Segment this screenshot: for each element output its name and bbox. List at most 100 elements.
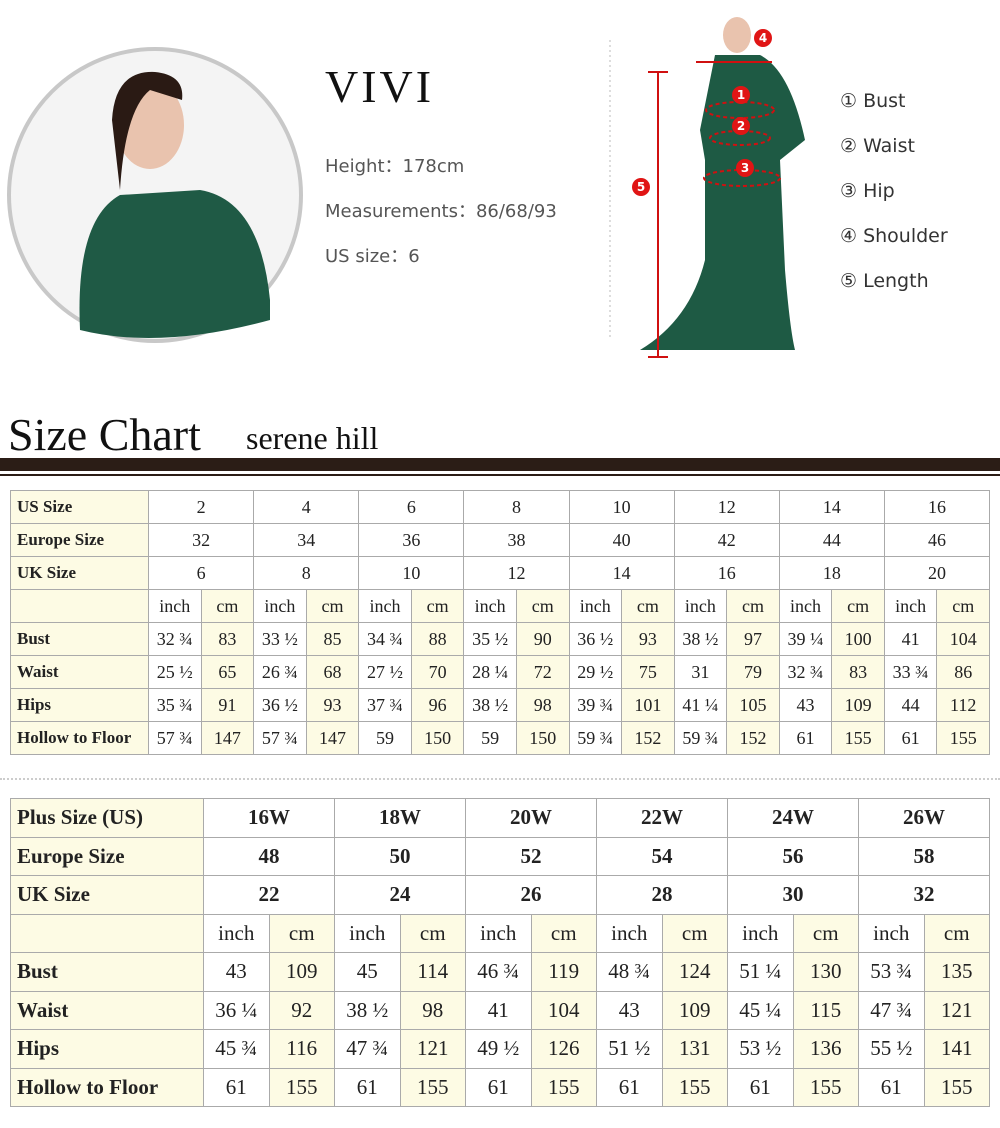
size-cell: 6 xyxy=(358,490,465,524)
measure-cell: 28 ¼ xyxy=(463,655,517,689)
photo-hair xyxy=(112,71,183,190)
measure-cell: 51 ¼ xyxy=(727,952,794,992)
measure-cell: 155 xyxy=(792,1067,859,1107)
model-detail: Measurements：86/68/93 xyxy=(325,201,557,222)
measure-cell: 43 xyxy=(596,990,663,1030)
measure-cell: 96 xyxy=(410,688,465,722)
measure-cell: 61 xyxy=(883,721,938,755)
measure-row: Hollow to Floor 61 155 61 155 61 155 61 155 61 155… xyxy=(10,1067,990,1107)
unit-cell: inch xyxy=(148,589,202,623)
measure-cell: 43 xyxy=(203,952,270,992)
measure-cell: 26 ¾ xyxy=(253,655,307,689)
row-label: Hollow to Floor xyxy=(10,1067,204,1107)
measure-cell: 130 xyxy=(792,952,859,992)
row-label: UK Size xyxy=(10,556,149,590)
measure-cell: 51 ½ xyxy=(596,1029,663,1069)
row-label: Europe Size xyxy=(10,836,204,876)
title-bar xyxy=(0,458,1000,471)
measure-cell: 61 xyxy=(203,1067,270,1107)
measure-cell: 45 ¼ xyxy=(727,990,794,1030)
measure-cell: 109 xyxy=(268,952,335,992)
unit-row: inch cm inch cm inch cm inch cm inch cm inch cm inch… xyxy=(10,589,990,623)
size-cell: 16 xyxy=(673,556,780,590)
standard-size-table: US Size 2 4 6 8 10 12 14 16 Europe Size 32 34 36 38 40… xyxy=(10,490,991,755)
measure-cell: 85 xyxy=(305,622,360,656)
unit-cell: inch xyxy=(858,913,925,953)
size-cell: 30 xyxy=(727,875,859,915)
row-label xyxy=(10,589,149,623)
measure-row: Hips 45 ¾ 116 47 ¾ 121 49 ½ 126 51 ½ 131 53 ½ 136 5… xyxy=(10,1029,990,1069)
measure-cell: 59 xyxy=(358,721,412,755)
measure-row: Waist 25 ½ 65 26 ¾ 68 27 ½ 70 28 ¼ 72 29 ½ 75 31 79 3… xyxy=(10,655,990,689)
measure-cell: 112 xyxy=(936,688,990,722)
legend-item: ① Bust xyxy=(840,90,906,112)
title-rule xyxy=(0,474,1000,476)
size-cell: 54 xyxy=(596,836,728,876)
measure-row: Bust 32 ¾ 83 33 ½ 85 34 ¾ 88 35 ½ 90 36 ½ 93 38 ½ 97… xyxy=(10,622,990,656)
size-cell: 16W xyxy=(203,798,335,838)
measure-cell: 41 xyxy=(465,990,532,1030)
measure-cell: 32 ¾ xyxy=(778,655,833,689)
size-cell: 58 xyxy=(858,836,990,876)
unit-cell: cm xyxy=(515,589,570,623)
unit-cell: inch xyxy=(883,589,938,623)
measure-cell: 119 xyxy=(530,952,597,992)
measure-cell: 41 xyxy=(883,622,938,656)
measure-cell: 104 xyxy=(530,990,597,1030)
unit-cell: cm xyxy=(621,589,675,623)
unit-cell: cm xyxy=(200,589,255,623)
measure-cell: 155 xyxy=(923,1067,990,1107)
measure-cell: 155 xyxy=(399,1067,466,1107)
measure-cell: 98 xyxy=(515,688,570,722)
measure-cell: 116 xyxy=(268,1029,335,1069)
unit-row: inch cm inch cm inch cm inch cm inch cm inch cm xyxy=(10,913,990,953)
measure-cell: 49 ½ xyxy=(465,1029,532,1069)
size-row: Europe Size 48 50 52 54 56 58 xyxy=(10,836,990,876)
measure-cell: 39 ¾ xyxy=(568,688,623,722)
measure-cell: 104 xyxy=(936,622,990,656)
measure-cell: 53 ½ xyxy=(727,1029,794,1069)
marker: 5 xyxy=(632,178,650,196)
dress-figure xyxy=(640,55,805,350)
row-label: Hollow to Floor xyxy=(10,721,149,755)
measure-cell: 61 xyxy=(727,1067,794,1107)
measure-cell: 45 ¾ xyxy=(203,1029,270,1069)
size-row: UK Size 6 8 10 12 14 16 18 20 xyxy=(10,556,991,590)
measure-cell: 48 ¾ xyxy=(596,952,663,992)
size-cell: 46 xyxy=(883,523,991,557)
measure-cell: 47 ¾ xyxy=(858,990,925,1030)
row-label: UK Size xyxy=(10,875,204,915)
size-cell: 20W xyxy=(465,798,597,838)
measure-cell: 57 ¾ xyxy=(148,721,202,755)
measure-cell: 131 xyxy=(661,1029,728,1069)
chart-subtitle: serene hill xyxy=(246,420,379,456)
unit-cell: inch xyxy=(727,913,794,953)
size-cell: 32 xyxy=(147,523,255,557)
measure-cell: 37 ¾ xyxy=(358,688,412,722)
unit-cell: cm xyxy=(936,589,990,623)
measure-cell: 109 xyxy=(831,688,885,722)
figure-head xyxy=(723,17,751,53)
measure-cell: 61 xyxy=(858,1067,925,1107)
measure-cell: 61 xyxy=(334,1067,401,1107)
measure-cell: 33 ¾ xyxy=(883,655,938,689)
row-label: Europe Size xyxy=(10,523,149,557)
measure-cell: 61 xyxy=(778,721,833,755)
measure-cell: 31 xyxy=(673,655,728,689)
measure-cell: 109 xyxy=(661,990,728,1030)
legend-item: ⑤ Length xyxy=(840,270,929,292)
measure-cell: 59 ¾ xyxy=(673,721,728,755)
measure-cell: 38 ½ xyxy=(334,990,401,1030)
row-label: Waist xyxy=(10,990,204,1030)
unit-cell: inch xyxy=(334,913,401,953)
measure-cell: 59 ¾ xyxy=(568,721,623,755)
unit-cell: cm xyxy=(792,913,859,953)
measure-cell: 36 ¼ xyxy=(203,990,270,1030)
legend-item: ② Waist xyxy=(840,135,915,157)
measure-cell: 114 xyxy=(399,952,466,992)
unit-cell: inch xyxy=(568,589,623,623)
size-row: UK Size 22 24 26 28 30 32 xyxy=(10,875,990,915)
measure-cell: 88 xyxy=(410,622,465,656)
